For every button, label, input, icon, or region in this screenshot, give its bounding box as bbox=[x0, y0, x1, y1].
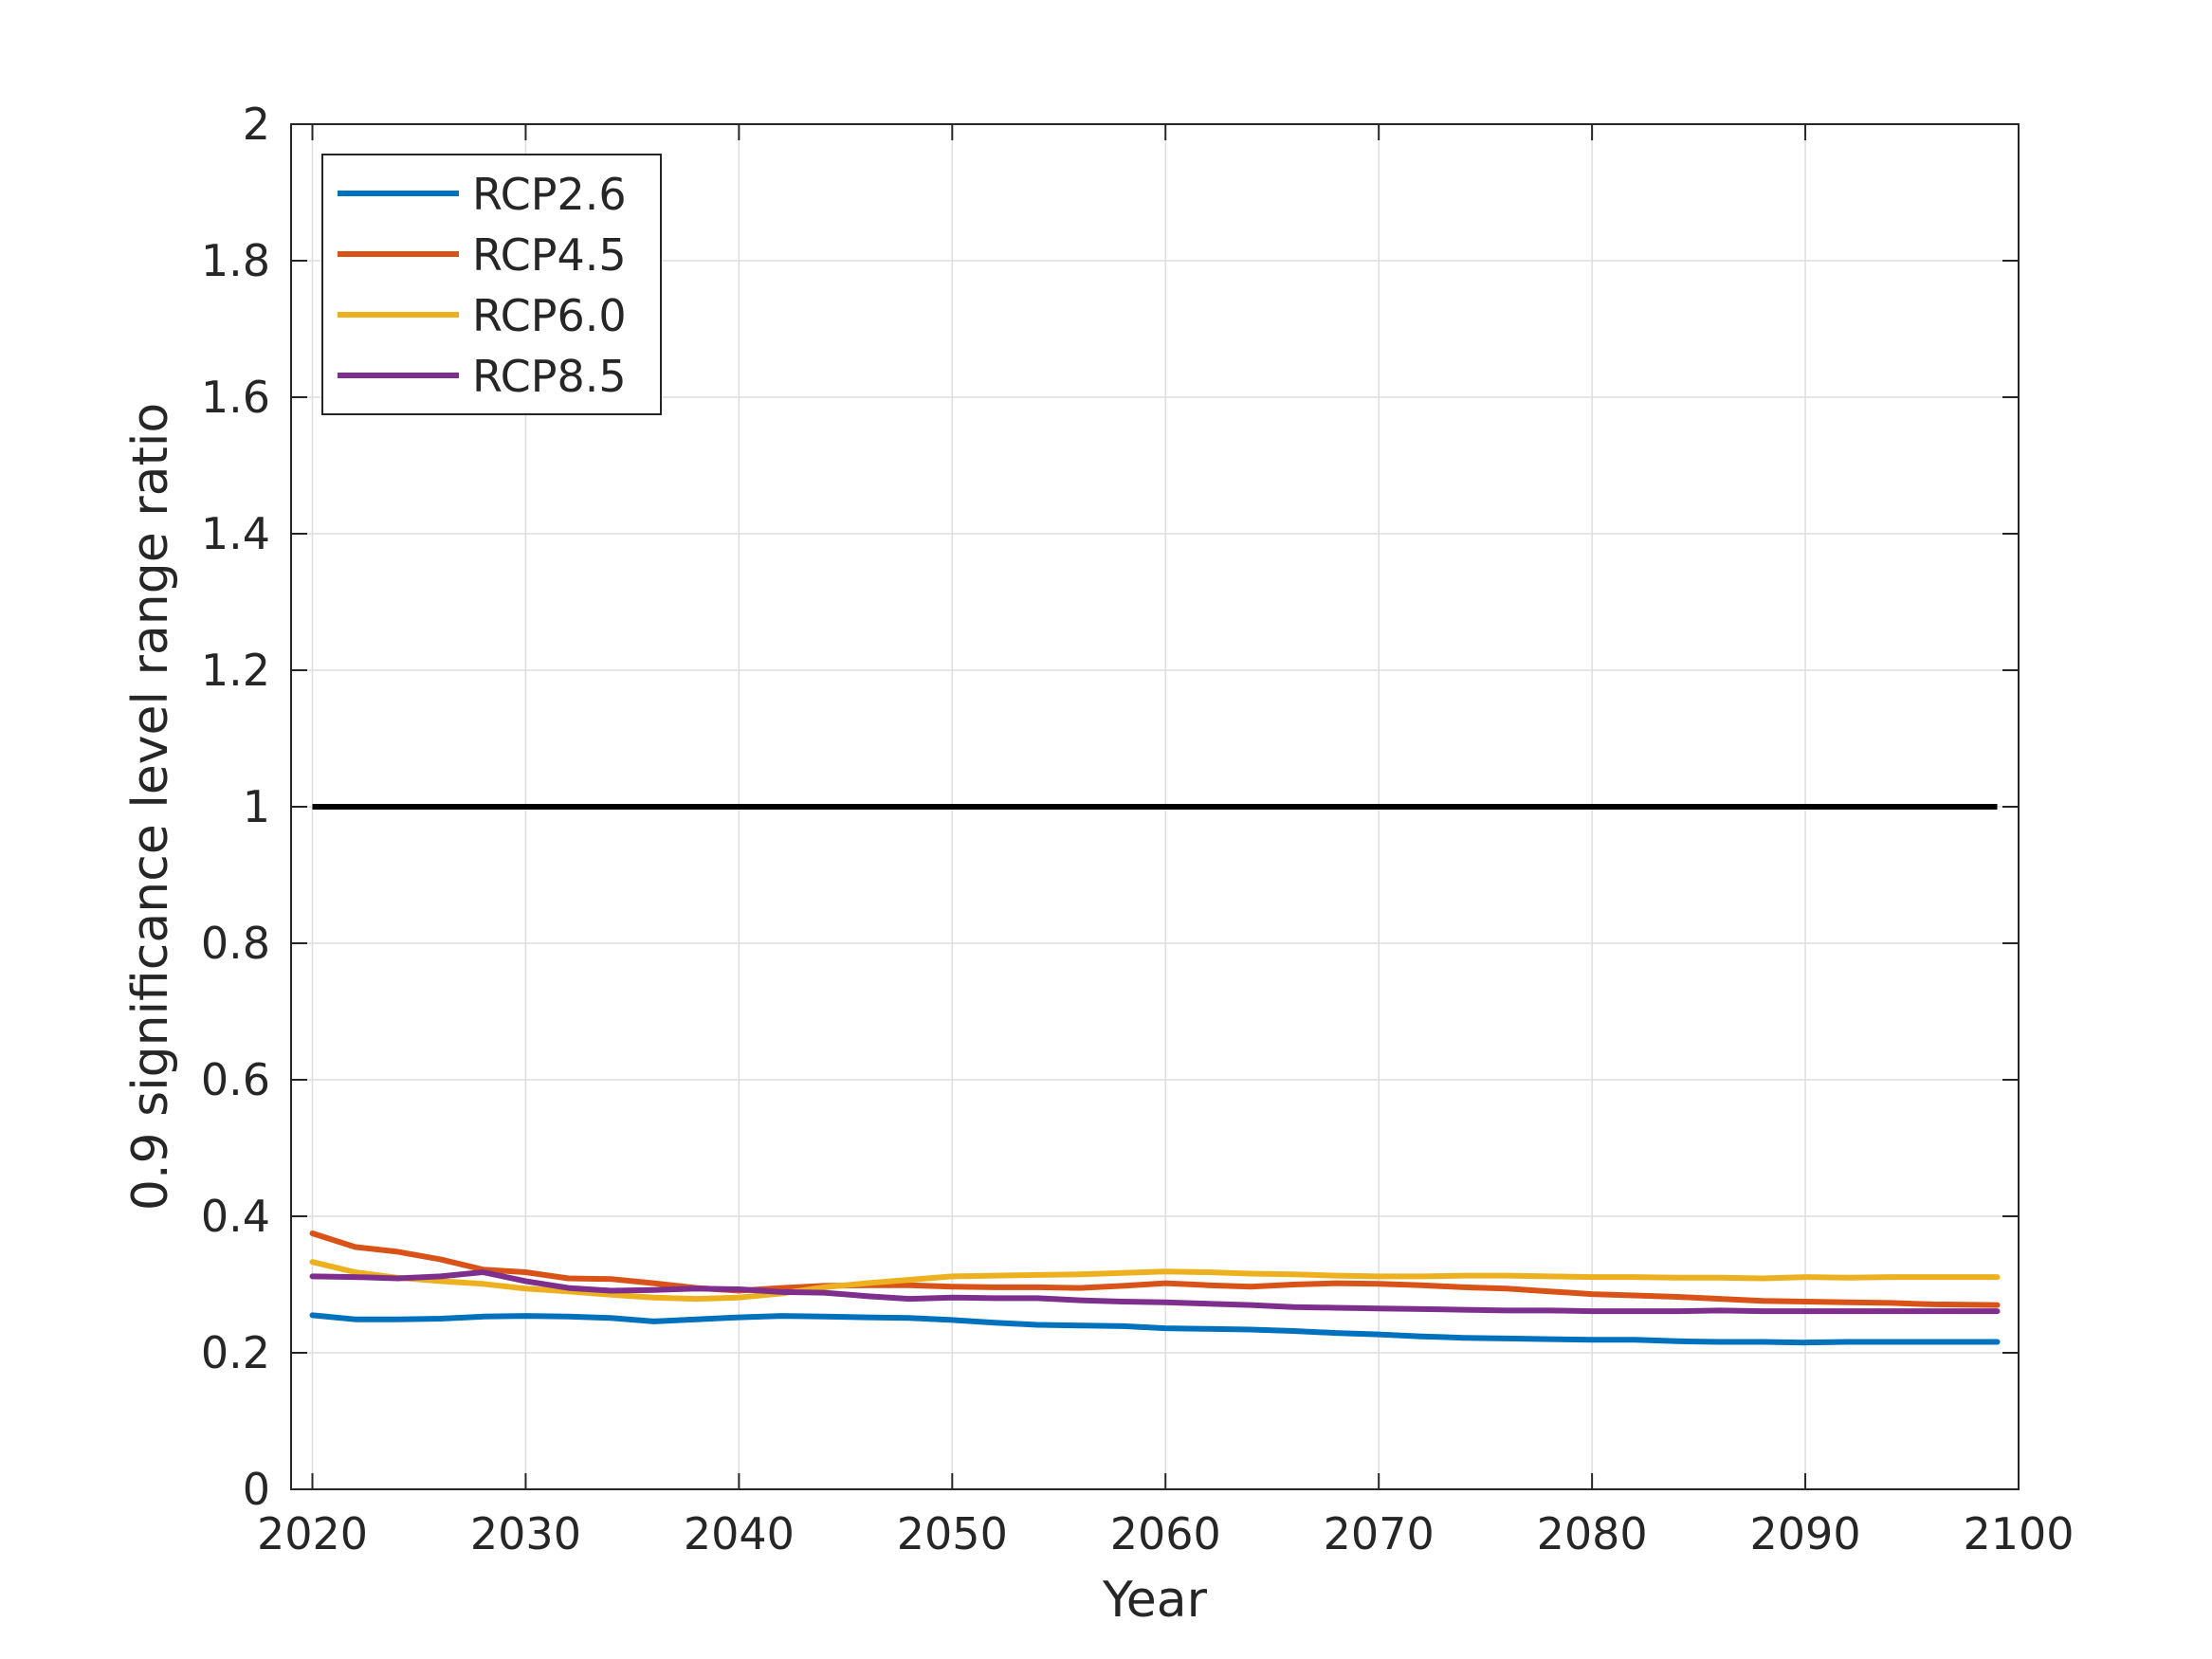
legend-label: RCP8.5 bbox=[472, 351, 627, 402]
legend-label: RCP6.0 bbox=[472, 290, 627, 341]
y-axis-label: 0.9 significance level range ratio bbox=[122, 403, 179, 1211]
series-line-rcp4-5 bbox=[309, 1231, 2001, 1308]
x-axis-label: Year bbox=[1102, 1572, 1208, 1629]
x-tick-label: 2080 bbox=[1537, 1508, 1648, 1559]
x-tick-label: 2030 bbox=[470, 1508, 581, 1559]
legend-box bbox=[321, 154, 662, 415]
x-tick-label: 2100 bbox=[1963, 1508, 2074, 1559]
legend: RCP2.6 RCP4.5 RCP6.0 RCP8.5 bbox=[321, 154, 662, 415]
x-tick-label: 2070 bbox=[1324, 1508, 1435, 1559]
legend-label: RCP4.5 bbox=[472, 229, 627, 281]
series-layer bbox=[309, 1231, 2001, 1346]
x-tick-labels: 2020 2030 2040 2050 2060 2070 2080 2090 2100 bbox=[257, 1508, 2075, 1559]
legend-label: RCP2.6 bbox=[472, 169, 627, 220]
x-tick-label: 2040 bbox=[684, 1508, 795, 1559]
y-tick-label: 2 bbox=[243, 99, 270, 150]
y-tick-label: 1.8 bbox=[201, 235, 270, 286]
y-tick-label: 0.4 bbox=[201, 1191, 270, 1242]
y-tick-label: 0.6 bbox=[201, 1054, 270, 1105]
y-tick-label: 0.8 bbox=[201, 918, 270, 969]
y-tick-label: 1.4 bbox=[201, 508, 270, 559]
x-tick-label: 2090 bbox=[1750, 1508, 1861, 1559]
y-tick-label: 1.2 bbox=[201, 645, 270, 696]
y-tick-label: 1 bbox=[243, 781, 270, 832]
y-tick-labels: 0 0.2 0.4 0.6 0.8 1 1.2 1.4 1.6 1.8 2 bbox=[201, 99, 270, 1515]
y-tick-label: 1.6 bbox=[201, 372, 270, 423]
y-tick-label: 0 bbox=[243, 1464, 270, 1515]
series-line-rcp8-5 bbox=[309, 1269, 2001, 1315]
x-tick-label: 2060 bbox=[1110, 1508, 1221, 1559]
x-tick-label: 2020 bbox=[257, 1508, 368, 1559]
series-line-rcp6-0 bbox=[309, 1259, 2001, 1303]
x-tick-label: 2050 bbox=[897, 1508, 1008, 1559]
series-line-rcp2-6 bbox=[309, 1312, 2001, 1346]
y-tick-label: 0.2 bbox=[201, 1327, 270, 1378]
plot-frame bbox=[290, 123, 2020, 1490]
